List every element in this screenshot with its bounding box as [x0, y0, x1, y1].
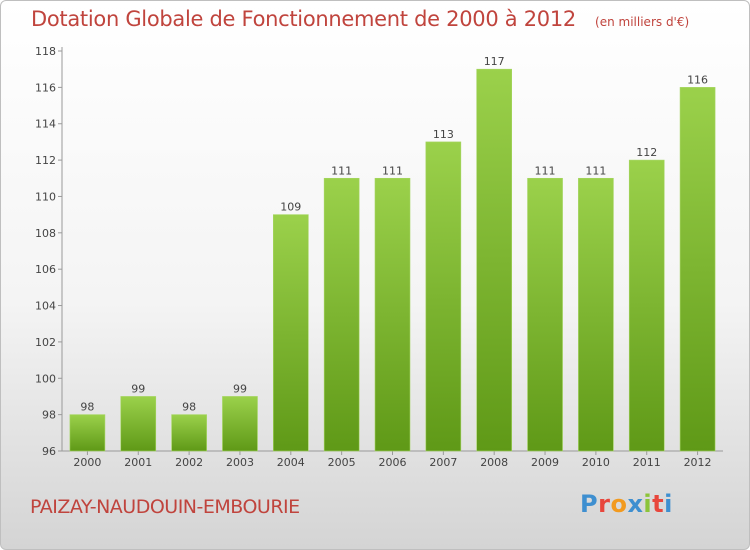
x-tick-label: 2012 — [684, 456, 712, 469]
bar — [222, 396, 258, 452]
logo-letter: t — [652, 490, 665, 518]
x-tick-label: 2010 — [582, 456, 610, 469]
logo-letter: x — [627, 490, 644, 518]
chart-title: Dotation Globale de Fonctionnement de 20… — [31, 7, 576, 31]
x-tick-label: 2004 — [277, 456, 305, 469]
y-tick-label: 108 — [35, 227, 56, 240]
bar — [120, 396, 157, 452]
bar-value-label: 109 — [280, 201, 301, 214]
bar-value-label: 111 — [382, 164, 403, 177]
y-tick-label: 102 — [35, 336, 56, 349]
y-tick-label: 96 — [42, 445, 56, 458]
bar — [273, 214, 309, 452]
chart-subtitle: (en milliers d'€) — [595, 15, 690, 29]
y-tick-label: 110 — [35, 190, 56, 203]
bar-value-label: 116 — [687, 73, 708, 86]
bar-value-label: 111 — [535, 164, 556, 177]
y-tick-label: 118 — [35, 45, 56, 58]
bar — [323, 177, 360, 452]
logo-letter: i — [664, 490, 673, 518]
logo-letter: i — [643, 490, 653, 518]
bar-value-label: 112 — [636, 146, 657, 159]
x-tick-label: 2005 — [328, 456, 356, 469]
x-tick-label: 2007 — [429, 456, 457, 469]
bar — [69, 414, 106, 452]
logo-letter: P — [580, 490, 599, 518]
bar-value-label: 98 — [80, 401, 94, 414]
bar-value-label: 111 — [331, 164, 352, 177]
x-tick-label: 2011 — [633, 456, 661, 469]
bar — [679, 87, 716, 452]
y-tick-label: 106 — [35, 263, 56, 276]
y-tick-label: 114 — [35, 118, 56, 131]
bar — [476, 68, 512, 452]
bar — [578, 177, 614, 452]
commune-name: PAIZAY-NAUDOUIN-EMBOURIE — [30, 496, 300, 518]
x-tick-label: 2001 — [124, 456, 152, 469]
bar-value-label: 113 — [433, 128, 454, 141]
x-axis: 2000 2001 2002 2003 2004 2005 2006 2007 2008 2009… — [62, 450, 723, 469]
x-tick-label: 2008 — [480, 456, 508, 469]
logo-letter: o — [610, 490, 628, 518]
logo-letter: r — [598, 490, 611, 518]
y-axis: 96 98 100 102 104 106 108 110 112 114 116 118 — [35, 45, 63, 458]
x-tick-label: 2000 — [73, 456, 101, 469]
x-tick-label: 2002 — [175, 456, 203, 469]
bar-value-label: 99 — [233, 382, 247, 395]
proxiti-logo[interactable]: Proxiti — [580, 490, 673, 518]
bars: 98 99 98 99 109 111 111 113 117 111 111 112 116 — [69, 55, 716, 452]
y-tick-label: 98 — [42, 409, 56, 422]
y-tick-label: 116 — [35, 81, 56, 94]
x-tick-label: 2009 — [531, 456, 559, 469]
y-tick-label: 112 — [35, 154, 56, 167]
bar-value-label: 98 — [182, 401, 196, 414]
bar — [425, 141, 462, 452]
y-tick-label: 100 — [35, 372, 56, 385]
bar-value-label: 99 — [131, 382, 145, 395]
bar — [527, 177, 563, 452]
bar — [628, 159, 665, 452]
bar — [171, 414, 207, 452]
x-tick-label: 2003 — [226, 456, 254, 469]
bar-value-label: 111 — [585, 164, 606, 177]
title-row: Dotation Globale de Fonctionnement de 20… — [31, 7, 689, 31]
x-tick-label: 2006 — [379, 456, 407, 469]
bar-value-label: 117 — [484, 55, 505, 68]
y-tick-label: 104 — [35, 300, 56, 313]
bar — [374, 177, 411, 452]
